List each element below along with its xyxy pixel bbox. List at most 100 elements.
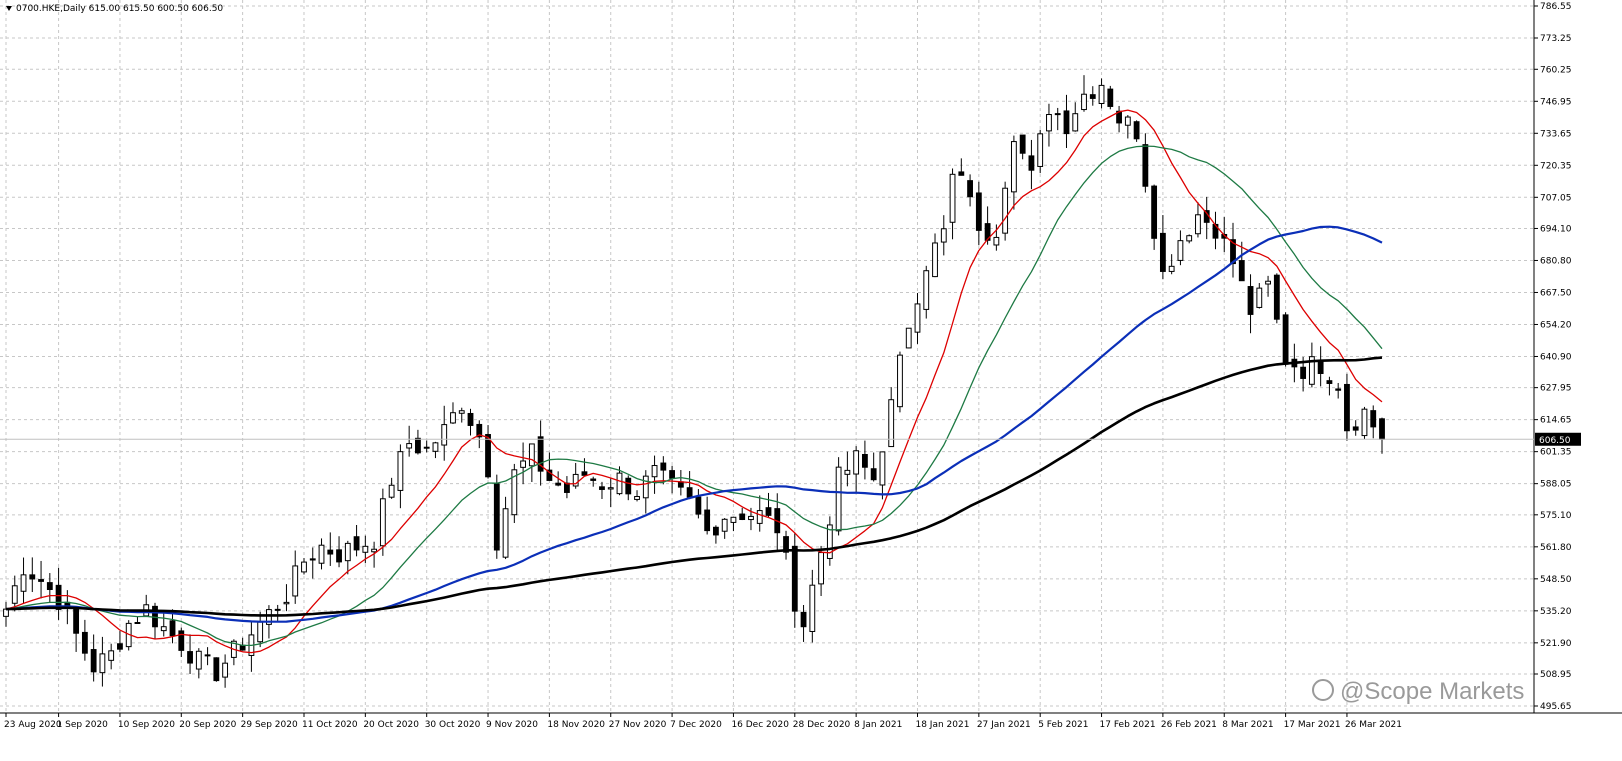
candle-bull (1195, 214, 1201, 235)
candle-bear (213, 657, 220, 682)
y-tick-label: 694.10 (1540, 224, 1572, 234)
candle-bear (1335, 388, 1342, 391)
candle-bear (1089, 94, 1096, 99)
candle-bull (432, 442, 439, 452)
y-tick-label: 773.25 (1540, 34, 1572, 44)
candle-bull (642, 475, 649, 499)
candle-bull (99, 653, 106, 674)
candle-bear (467, 412, 474, 426)
candle-bear (791, 545, 798, 612)
moving-average-lines (5, 109, 1383, 654)
candle-bull (888, 399, 895, 448)
candle-bear (46, 582, 53, 591)
candle-bull (441, 424, 448, 446)
dropdown-arrow-icon[interactable] (6, 6, 12, 11)
candle-bear (546, 469, 553, 481)
y-tick-label: 521.90 (1540, 639, 1572, 649)
candle-bear (29, 574, 36, 580)
candle-bull (748, 515, 754, 521)
candle-bear (1230, 239, 1236, 265)
candle-bear (975, 192, 982, 231)
candle-bull (923, 270, 930, 310)
candle-bull (634, 496, 640, 500)
x-tick-label: 20 Oct 2020 (363, 720, 419, 730)
candle-bull (11, 585, 18, 604)
candle-bear (1142, 144, 1149, 187)
candle-bull (809, 584, 816, 632)
candle-bear (493, 483, 500, 551)
chart-title: 0700.HKE,Daily 615.00 615.50 600.50 606.… (16, 4, 223, 14)
candle-bull (222, 662, 229, 678)
x-tick-label: 18 Jan 2021 (915, 720, 969, 730)
candle-bull (406, 443, 413, 449)
candle-bull (301, 561, 307, 573)
candle-bear (1344, 383, 1350, 432)
y-tick-label: 561.80 (1540, 543, 1572, 553)
candle-bull (651, 465, 658, 478)
x-tick-label: 8 Mar 2021 (1222, 720, 1273, 730)
candle-bear (204, 654, 211, 657)
candle-bull (511, 469, 518, 516)
candle-bear (1063, 110, 1070, 135)
candle-bull (853, 450, 860, 475)
candle-bear (476, 423, 483, 438)
candle-bear (765, 507, 772, 516)
watermark: @Scope Markets (1312, 678, 1524, 705)
candle-bull (756, 510, 763, 524)
candle-bear (958, 171, 965, 176)
candle-bull (879, 451, 886, 486)
candle-bull (318, 544, 325, 564)
candle-bull (1072, 113, 1079, 132)
candle-bear (1107, 88, 1114, 107)
y-tick-label: 786.55 (1540, 2, 1572, 12)
ma-line (5, 225, 1383, 623)
y-tick-label: 707.05 (1540, 193, 1572, 203)
y-tick-label: 495.65 (1540, 702, 1572, 712)
x-tick-label: 29 Sep 2020 (241, 720, 298, 730)
watermark-text: @Scope Markets (1340, 678, 1524, 705)
candle-bear (599, 486, 605, 490)
ma-line (5, 145, 1383, 647)
candle-bull (914, 303, 921, 333)
candle-bull (905, 327, 912, 349)
candle-bull (160, 626, 167, 632)
current-price-box (1535, 432, 1581, 446)
y-tick-label: 733.65 (1540, 129, 1572, 139)
candle-bull (134, 621, 141, 624)
current-price-marker: 606.50 (0, 432, 1581, 446)
y-tick-label: 627.95 (1540, 384, 1572, 394)
candle-bull (1168, 265, 1175, 272)
x-tick-label: 17 Mar 2021 (1284, 720, 1341, 730)
candle-bull (1098, 84, 1105, 104)
candle-bull (3, 608, 9, 617)
candle-bull (993, 236, 1000, 246)
candle-bull (616, 472, 623, 495)
candle-bear (581, 471, 588, 476)
candle-bull (1124, 116, 1131, 126)
x-tick-label: 26 Feb 2021 (1161, 720, 1217, 730)
candle-bear (117, 643, 123, 650)
candle-bull (458, 410, 465, 414)
candle-bear (327, 549, 334, 555)
candle-bear (713, 526, 719, 536)
candle-bear (800, 611, 807, 628)
candle-bull (20, 574, 27, 592)
y-tick-label: 720.35 (1540, 161, 1572, 171)
candle-bull (379, 498, 386, 547)
candle-bear (1326, 380, 1333, 384)
candle-bear (967, 180, 973, 198)
candle-bull (388, 484, 395, 498)
candle-bull (1037, 133, 1044, 167)
candle-bull (1046, 114, 1052, 132)
candle-bear (669, 470, 675, 479)
candle-bull (818, 552, 824, 585)
candle-bull (940, 228, 947, 243)
x-tick-label: 8 Jan 2021 (854, 720, 902, 730)
candle-bull (1308, 356, 1315, 385)
candle-bear (1370, 410, 1377, 428)
candle-bear (555, 482, 562, 486)
candle-bear (984, 223, 991, 241)
candle-bear (73, 608, 80, 634)
